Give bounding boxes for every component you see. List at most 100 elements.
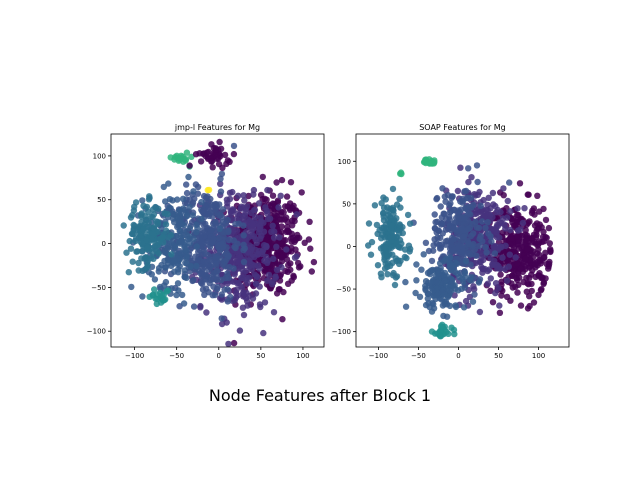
scatter-point [188,153,195,160]
scatter-point [237,253,244,261]
scatter-point [208,227,215,234]
scatter-point [391,281,399,289]
scatter-point [499,254,506,261]
scatter-point [468,174,475,181]
scatter-point [434,289,441,297]
scatter-point [491,250,499,257]
scatter-point [467,261,474,268]
scatter-point [162,221,170,228]
scatter-point [404,211,412,219]
scatter-point [449,277,456,284]
scatter-point [424,269,432,277]
scatter-point [506,251,513,258]
scatter-point [506,179,513,186]
scatter-point [276,234,283,241]
scatter-points [120,138,318,347]
scatter-point [396,236,404,244]
scatter-point [285,261,292,269]
scatter-point [429,278,436,285]
scatter-point [471,210,479,218]
scatter-point [478,218,486,225]
scatter-point [135,259,142,267]
scatter-point [241,245,248,252]
scatter-point [262,204,269,211]
scatter-point [277,211,285,219]
scatter-point [167,154,174,161]
scatter-point [206,257,213,264]
scatter-point [507,208,514,215]
scatter-point [402,303,410,310]
scatter-point [454,187,462,195]
scatter-point [435,267,442,274]
scatter-point [164,234,172,241]
scatter-point [197,158,205,165]
scatter-point [242,294,250,302]
scatter-point [212,260,219,267]
scatter-point [441,300,448,308]
scatter-point [536,256,543,264]
scatter-point [451,292,458,299]
scatter-point [183,260,190,267]
scatter-panel-1: jmp-l Features for Mg −100 −50 0 50 100 100 50 0… [87,123,325,360]
scatter-point [239,216,246,223]
scatter-point [271,228,278,235]
scatter-point [126,237,133,245]
scatter-point [201,291,208,298]
scatter-point [183,149,191,156]
scatter-point [154,295,161,302]
scatter-point [273,290,281,297]
scatter-point [182,246,189,254]
scatter-point [280,288,287,296]
scatter-point [239,304,247,311]
scatter-point [149,249,156,256]
axes-frame [355,133,570,348]
scatter-point [429,266,436,274]
scatter-point [422,239,430,246]
scatter-point [420,251,427,258]
scatter-point [270,255,277,262]
scatter-point [458,285,465,292]
scatter-point [483,249,490,256]
scatter-point [198,238,205,246]
scatter-point [382,248,390,255]
scatter-point [413,261,420,268]
scatter-point [270,234,278,241]
scatter-point [532,261,540,268]
scatter-point [217,180,224,187]
scatter-point [450,236,457,243]
scatter-point [289,234,297,241]
scatter-point [426,303,433,311]
scatter-point [211,201,218,208]
scatter-point [473,252,480,259]
scatter-point [227,208,234,215]
scatter-point [476,242,483,250]
scatter-point [397,244,404,251]
scatter-point [500,185,507,192]
scatter-point [120,222,127,229]
scatter-point [536,208,543,215]
scatter-point [365,220,373,227]
scatter-point [172,232,180,240]
scatter-point [466,276,473,284]
scatter-point [448,194,455,202]
scatter-point [446,254,454,261]
y-tick-label: 0 [347,243,351,251]
scatter-point [209,164,216,171]
scatter-point [137,234,145,241]
scatter-point [281,216,288,223]
scatter-point [270,309,278,316]
scatter-point [253,224,260,231]
scatter-point [446,216,453,223]
scatter-point [528,209,536,217]
scatter-point [180,300,188,307]
scatter-point [493,224,500,231]
scatter-point [139,267,146,274]
x-tick-label: 50 [494,352,503,360]
scatter-point [209,292,216,299]
scatter-point [440,312,447,320]
scatter-point [256,301,264,308]
scatter-point [245,216,252,223]
scatter-point [461,215,468,222]
figure-suptitle: Node Features after Block 1 [208,386,432,405]
